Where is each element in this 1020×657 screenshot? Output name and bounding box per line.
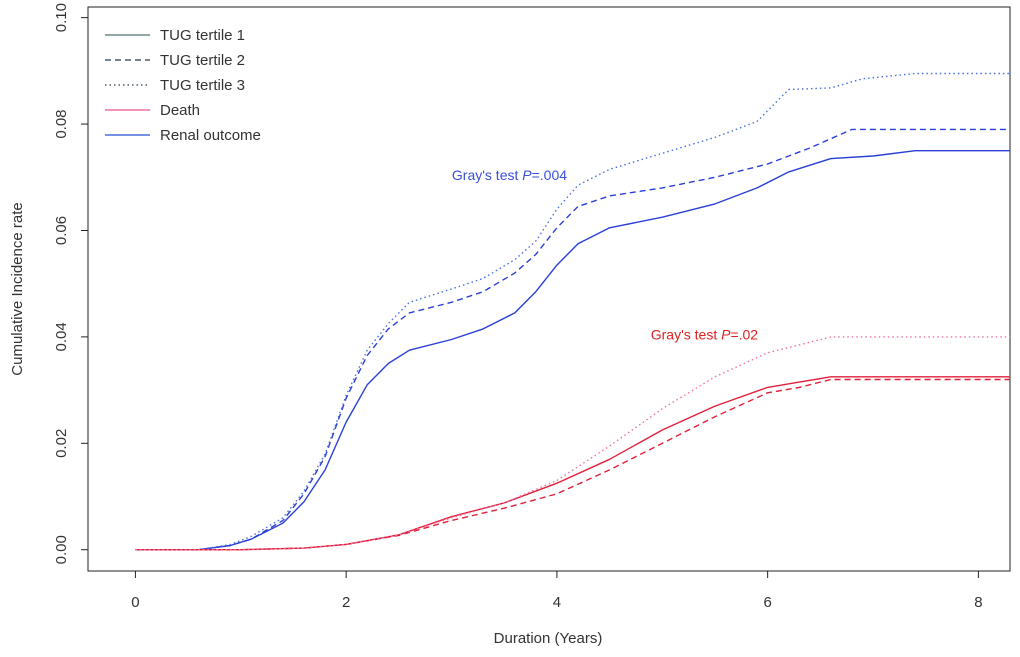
- x-tick-label: 8: [974, 594, 982, 611]
- grays-test-annotation-2: Gray's test P=.02: [651, 327, 759, 343]
- legend-label-2: TUG tertile 2: [160, 52, 245, 69]
- legend-label-5: Renal outcome: [160, 127, 261, 144]
- x-tick-label: 0: [131, 594, 139, 611]
- series-layer: [135, 72, 1010, 551]
- y-tick-label: 0.08: [53, 109, 70, 138]
- y-tick-label: 0.00: [53, 535, 70, 564]
- y-tick-label: 0.02: [53, 429, 70, 458]
- y-axis-label: Cumulative Incidence rate: [9, 202, 26, 375]
- series-line-3: [135, 72, 1010, 551]
- x-axis-label: Duration (Years): [494, 630, 603, 647]
- series-line-1: [135, 149, 1010, 551]
- series-line-2: [135, 128, 1010, 551]
- legend-label-3: TUG tertile 3: [160, 77, 245, 94]
- legend: TUG tertile 1 TUG tertile 2 TUG tertile 3 D…: [105, 27, 261, 144]
- legend-label-1: TUG tertile 1: [160, 27, 245, 44]
- series-line-5: [135, 378, 1010, 551]
- x-tick-label: 4: [553, 594, 561, 611]
- y-tick-label: 0.06: [53, 216, 70, 245]
- grays-test-annotation-1: Gray's test P=.004: [452, 167, 567, 183]
- series-line-4: [135, 376, 1010, 551]
- x-tick-label: 2: [342, 594, 350, 611]
- y-tick-label: 0.10: [53, 3, 70, 32]
- plot-frame: [87, 6, 1011, 572]
- y-tick-label: 0.04: [53, 322, 70, 351]
- annotation-layer: Gray's test P=.004 Gray's test P=.02: [452, 167, 758, 343]
- series-line-6: [135, 336, 1010, 551]
- x-tick-label: 6: [763, 594, 771, 611]
- legend-label-4: Death: [160, 102, 200, 119]
- axes: 0 2 4 6 8 0.00 0.02 0.04 0.06 0.08 0.10: [53, 3, 983, 611]
